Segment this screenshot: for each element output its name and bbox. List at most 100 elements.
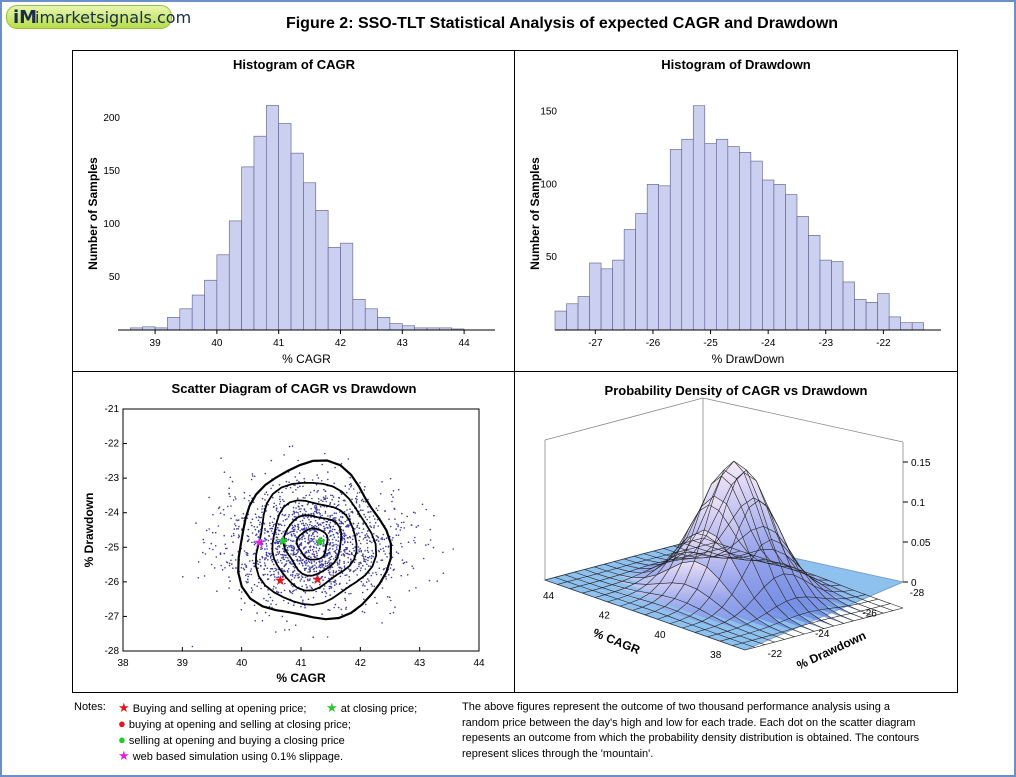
scatter-point — [327, 549, 330, 551]
scatter-point — [313, 541, 315, 543]
scatter-point — [292, 526, 294, 529]
scatter-point — [399, 529, 402, 531]
site-logo[interactable]: iM imarketsignals.com — [6, 5, 191, 29]
scatter-point — [281, 562, 283, 564]
scatter-point — [270, 542, 272, 545]
scatter-point — [296, 497, 299, 499]
scatter-point — [228, 487, 230, 489]
histogram-bar — [900, 322, 913, 331]
scatter-point — [325, 500, 327, 503]
scatter-point — [306, 578, 309, 580]
scatter-point — [348, 513, 350, 515]
scatter-point — [381, 622, 383, 624]
scatter-point — [302, 485, 304, 488]
scatter-point — [333, 512, 336, 514]
histogram-bar — [681, 138, 694, 331]
scatter-point — [343, 555, 346, 557]
scatter-point — [369, 540, 372, 543]
scatter-point — [362, 528, 365, 530]
scatter-point — [310, 516, 312, 518]
histogram-bar — [762, 179, 775, 331]
histogram-bar — [888, 316, 901, 331]
scatter-point — [278, 550, 281, 553]
scatter-point — [269, 522, 271, 524]
scatter-point — [324, 498, 326, 500]
scatter-point — [260, 548, 262, 550]
scatter-point — [368, 580, 370, 582]
scatter-point — [307, 526, 310, 528]
scatter-point — [278, 503, 281, 505]
scatter-point — [325, 592, 328, 594]
scatter-point — [381, 587, 384, 589]
note-item-red-dot: ● buying at opening and selling at closi… — [118, 716, 351, 734]
scatter-point — [265, 599, 267, 602]
scatter-point — [358, 563, 360, 566]
scatter-point — [362, 553, 364, 555]
scatter-point — [305, 551, 308, 554]
scatter-point — [304, 592, 307, 594]
histogram-bar — [635, 213, 648, 331]
y-axis-label: Number of Samples — [528, 157, 542, 270]
scatter-point — [373, 525, 376, 527]
scatter-point — [283, 524, 286, 527]
scatter-point — [228, 562, 231, 565]
scatter-point — [270, 568, 272, 570]
scatter-point — [297, 526, 300, 529]
scatter-point — [331, 494, 334, 497]
scatter-point — [341, 613, 343, 616]
scatter-point — [313, 489, 315, 492]
scatter-point — [260, 565, 262, 567]
scatter-point — [264, 499, 266, 501]
scatter-point — [284, 514, 287, 516]
note-text: selling at opening and buying a closing … — [128, 735, 345, 747]
scatter-point — [326, 497, 328, 499]
scatter-point — [372, 555, 374, 558]
scatter-point — [359, 547, 362, 550]
scatter-point — [265, 557, 268, 559]
scatter-point — [385, 575, 387, 578]
scatter-point — [292, 549, 295, 552]
scatter-point — [304, 564, 307, 566]
scatter-point — [342, 530, 345, 532]
scatter-point — [348, 579, 351, 582]
scatter-point — [313, 560, 316, 563]
scatter-point — [355, 500, 358, 502]
scatter-point — [331, 498, 334, 501]
scatter-point — [328, 557, 330, 560]
histogram-bar — [303, 182, 317, 331]
scatter-point — [232, 499, 235, 501]
scatter-point — [290, 546, 293, 549]
scatter-point — [345, 608, 347, 610]
scatter-point — [356, 524, 359, 527]
scatter-point — [362, 584, 364, 587]
scatter-point — [323, 525, 325, 528]
scatter-point — [353, 570, 356, 572]
surface-mesh-line — [663, 525, 864, 619]
scatter-point — [340, 462, 343, 465]
scatter-point — [270, 559, 273, 561]
scatter-point — [279, 539, 282, 542]
scatter-point — [316, 522, 319, 524]
scatter-point — [381, 481, 383, 483]
scatter-point — [296, 531, 298, 533]
scatter-point — [298, 573, 300, 575]
scatter-point — [362, 500, 365, 503]
scatter-point — [344, 574, 347, 577]
histogram-bar — [228, 220, 242, 331]
scatter-point — [333, 558, 335, 560]
scatter-point — [356, 574, 358, 576]
scatter-point — [328, 539, 331, 541]
scatter-point — [301, 585, 303, 588]
scatter-point — [339, 511, 341, 513]
marker-star-green: ★ — [314, 533, 327, 549]
scatter-point — [391, 500, 393, 503]
y-tick-label: 100 — [540, 179, 557, 190]
scatter-point — [429, 539, 432, 541]
scatter-point — [309, 540, 311, 542]
scatter-point — [309, 561, 311, 563]
scatter-point — [343, 562, 345, 564]
scatter-point — [308, 518, 310, 521]
scatter-point — [283, 569, 285, 572]
scatter-point — [326, 562, 329, 565]
scatter-point — [389, 567, 392, 569]
